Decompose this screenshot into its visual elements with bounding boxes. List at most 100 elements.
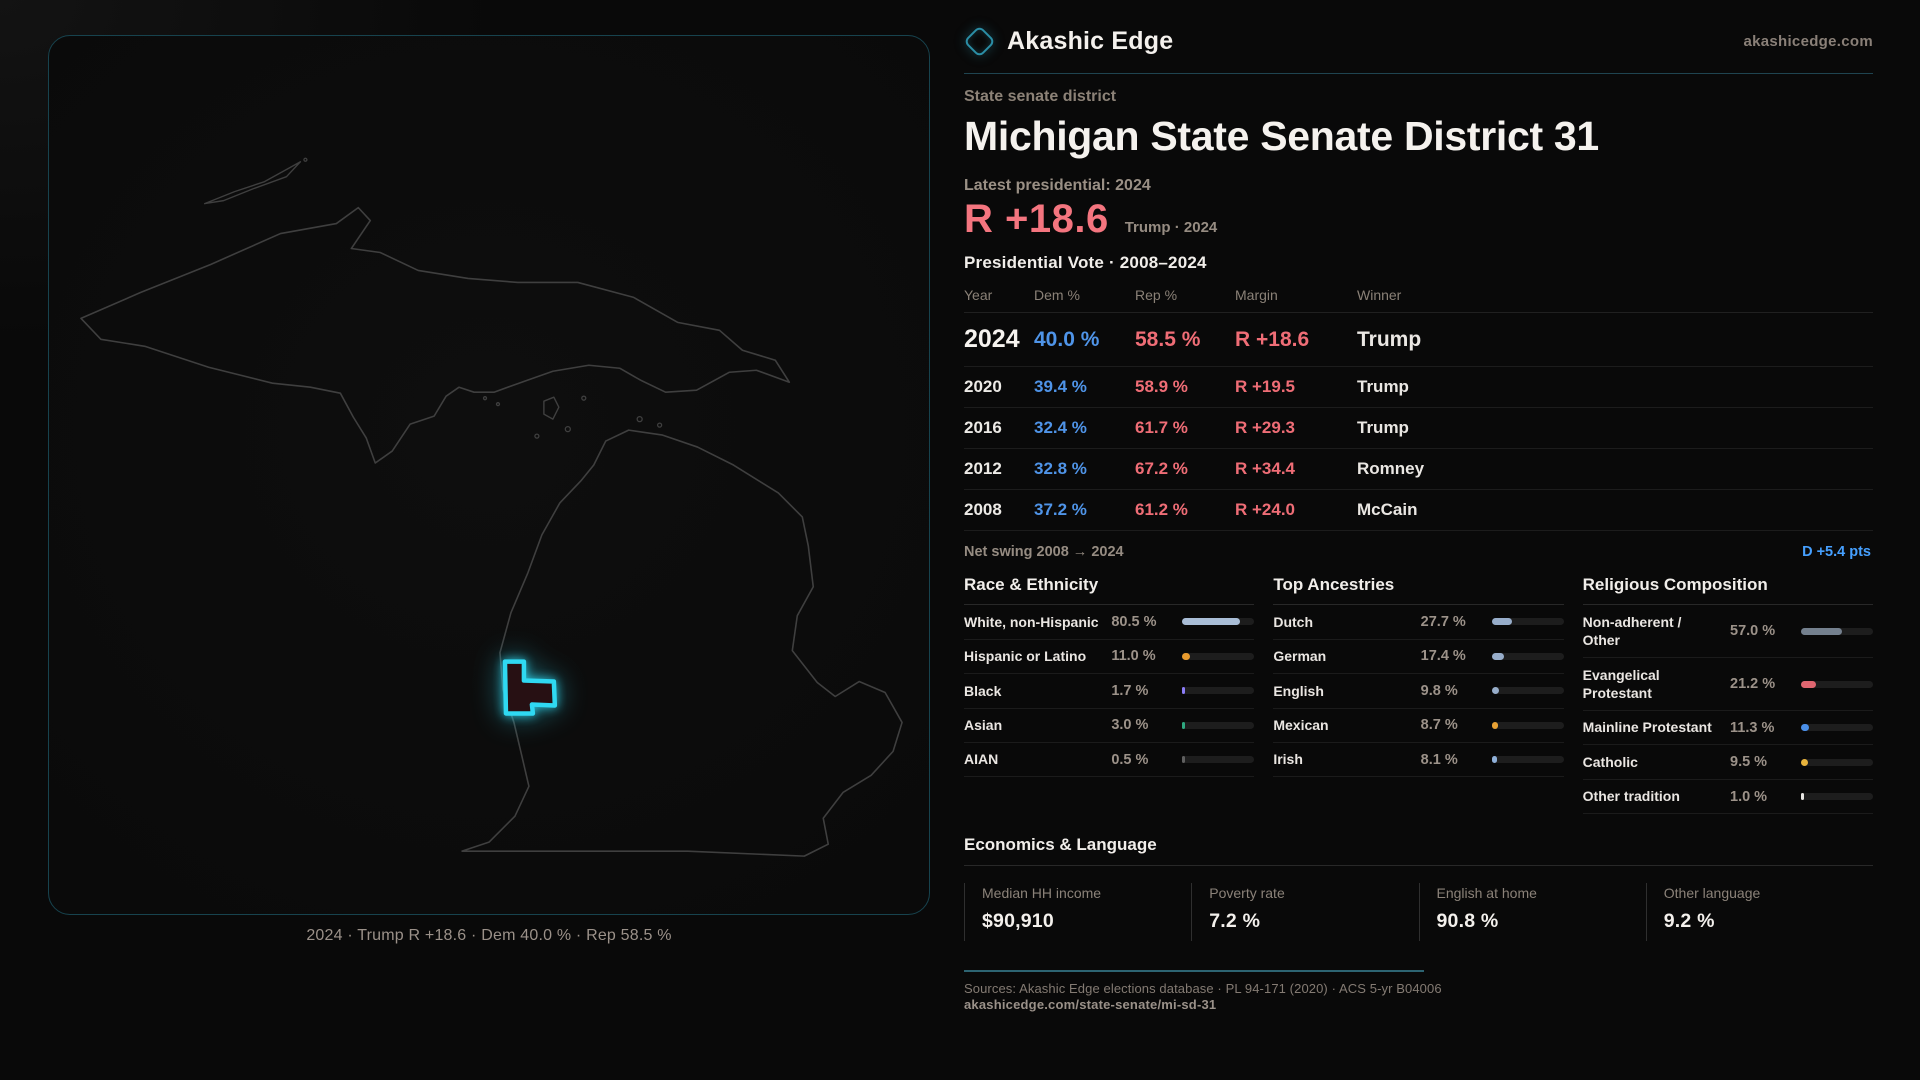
demo-row: Evangelical Protestant 21.2 %	[1582, 658, 1873, 711]
stat-label: English at home	[1436, 885, 1537, 902]
stat-value: 90.8 %	[1436, 910, 1499, 933]
col-dem: Dem %	[1034, 287, 1080, 304]
small-island	[534, 433, 540, 439]
economics-section: Economics & Language Median HH income $90…	[964, 835, 1873, 942]
demo-value: 9.5 %	[1730, 754, 1768, 771]
cell-margin: R +18.6	[1235, 327, 1310, 351]
economics-title: Economics & Language	[964, 835, 1873, 867]
cell-rep: 61.2 %	[1135, 500, 1188, 520]
cell-winner: Trump	[1357, 377, 1409, 397]
demo-value: 21.2 %	[1730, 676, 1776, 692]
net-swing-value: D +5.4 pts	[1802, 544, 1871, 561]
site-link[interactable]: akashicedge.com	[1743, 33, 1873, 50]
demo-bar	[1182, 721, 1255, 729]
demo-value: 3.0 %	[1111, 717, 1149, 734]
margin-value: R +18.6	[964, 197, 1109, 242]
footer-divider	[964, 970, 1424, 973]
lower-peninsula-outline	[461, 429, 903, 857]
top-ancestries-panel: Top Ancestries Dutch 27.7 % German 17.4 % En…	[1273, 575, 1564, 814]
district-type-label: State senate district	[964, 88, 1117, 105]
demographics-section: Race & Ethnicity White, non-Hispanic 80.5…	[964, 575, 1873, 815]
demo-row: AIAN 0.5 %	[964, 743, 1255, 778]
demo-label: AIAN	[964, 751, 999, 768]
vote-table-title: Presidential Vote · 2008–2024	[964, 253, 1207, 273]
demo-value: 17.4 %	[1420, 648, 1466, 665]
stat-label: Median HH income	[982, 885, 1102, 902]
demo-label: Irish	[1273, 751, 1303, 768]
demo-label: Evangelical Protestant	[1582, 666, 1660, 701]
demo-value: 11.0 %	[1111, 648, 1156, 665]
demo-label: Asian	[964, 717, 1003, 733]
small-island	[564, 425, 571, 433]
stat-card: English at home 90.8 %	[1418, 883, 1646, 942]
cell-margin: R +24.0	[1235, 500, 1296, 520]
demo-row: Mainline Protestant 11.3 %	[1582, 711, 1873, 746]
demo-label: Catholic	[1582, 753, 1638, 770]
cell-winner: Romney	[1357, 459, 1425, 479]
demo-row: Mexican 8.7 %	[1273, 709, 1564, 743]
col-year: Year	[964, 287, 993, 304]
demo-row: Black 1.7 %	[964, 674, 1255, 709]
isle-royale-outline	[203, 161, 302, 205]
brand-name: Akashic Edge	[1007, 27, 1174, 55]
demo-row: Dutch 27.7 %	[1273, 605, 1564, 640]
demo-label: Dutch	[1273, 613, 1313, 630]
demo-value: 27.7 %	[1420, 613, 1466, 630]
stat-card: Median HH income $90,910	[964, 883, 1191, 942]
small-island	[303, 157, 308, 162]
demo-row: Hispanic or Latino 11.0 %	[964, 640, 1255, 675]
small-island	[656, 422, 663, 428]
vote-table-rows: 2024 40.0 % 58.5 % R +18.6 Trump 2020 39.4 % 58…	[964, 313, 1873, 532]
cell-margin: R +19.5	[1235, 377, 1296, 397]
col-margin: Margin	[1235, 287, 1278, 304]
stat-label: Other language	[1663, 885, 1761, 902]
demo-label: Mexican	[1273, 717, 1329, 733]
net-swing-label: Net swing 2008 → 2024	[964, 544, 1124, 561]
page-title: Michigan State Senate District 31	[964, 113, 1599, 159]
cell-year: 2024	[964, 325, 1020, 354]
demo-bar	[1491, 618, 1564, 626]
demo-label: German	[1273, 648, 1327, 665]
cell-dem: 40.0 %	[1034, 327, 1100, 351]
demo-value: 9.8 %	[1420, 682, 1458, 699]
demo-row: White, non-Hispanic 80.5 %	[964, 605, 1255, 640]
col-rep: Rep %	[1135, 287, 1178, 304]
demo-bar	[1801, 724, 1873, 732]
demo-bar	[1491, 756, 1564, 764]
demo-label: White, non-Hispanic	[964, 613, 1099, 630]
demo-value: 8.1 %	[1420, 751, 1458, 768]
cell-year: 2016	[964, 418, 1002, 438]
demo-row: Asian 3.0 %	[964, 709, 1255, 743]
vote-row-2012: 2012 32.8 % 67.2 % R +34.4 Romney	[964, 449, 1873, 491]
cell-rep: 67.2 %	[1135, 459, 1188, 479]
col-winner: Winner	[1357, 287, 1402, 304]
beaver-island-outline	[543, 396, 560, 420]
demo-row: Irish 8.1 %	[1273, 743, 1564, 778]
cell-dem: 32.8 %	[1034, 459, 1087, 479]
demo-value: 11.3 %	[1730, 719, 1775, 736]
demo-row: Non-adherent / Other 57.0 %	[1582, 605, 1873, 659]
cell-rep: 61.7 %	[1135, 418, 1188, 438]
michigan-map	[80, 157, 903, 857]
stat-value: $90,910	[982, 910, 1054, 933]
brand: Akashic Edge	[963, 25, 1174, 58]
diamond-logo-icon	[963, 25, 996, 58]
demo-label: Hispanic or Latino	[964, 648, 1087, 665]
small-island	[482, 396, 488, 401]
cell-year: 2020	[964, 377, 1002, 397]
demo-label: Other tradition	[1582, 788, 1680, 805]
demo-bar	[1801, 627, 1873, 635]
cell-margin: R +29.3	[1235, 418, 1296, 438]
permalink[interactable]: akashicedge.com/state-senate/mi-sd-31	[964, 997, 1217, 1013]
demo-label: English	[1273, 682, 1324, 699]
demo-value: 57.0 %	[1730, 623, 1776, 640]
demo-bar	[1801, 680, 1873, 688]
cell-winner: McCain	[1357, 500, 1418, 520]
demo-value: 1.0 %	[1730, 788, 1768, 805]
header-bar: Akashic Edge akashicedge.com	[963, 25, 1873, 74]
demo-label: Black	[964, 682, 1002, 699]
vote-row-2016: 2016 32.4 % 61.7 % R +29.3 Trump	[964, 408, 1873, 450]
district-31-shape[interactable]	[502, 659, 558, 716]
demo-bar	[1801, 758, 1873, 766]
demo-bar	[1801, 793, 1873, 801]
